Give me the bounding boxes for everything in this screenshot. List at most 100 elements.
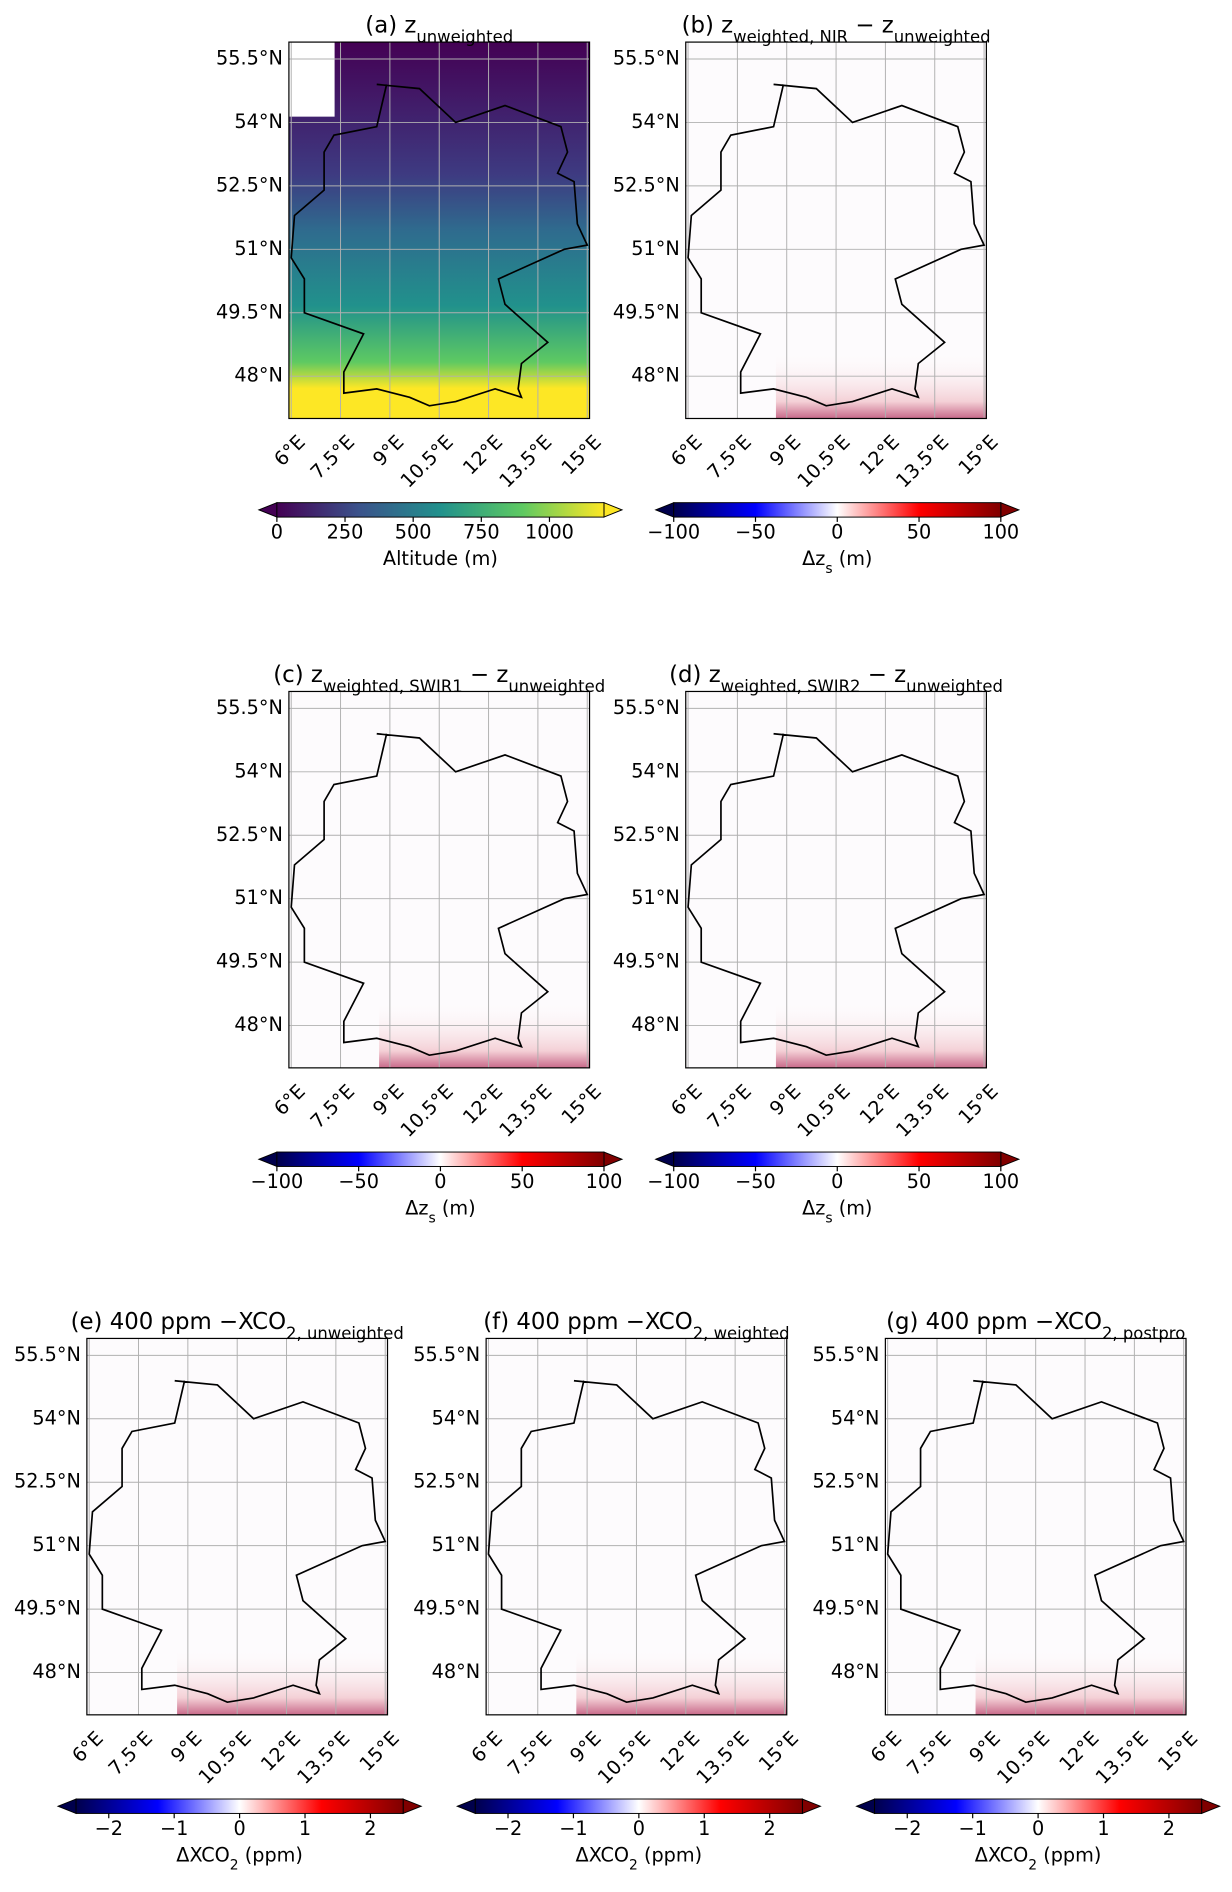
colorbar-label-part: s (825, 561, 832, 577)
lat-tick-label: 48°N (32, 1660, 80, 1683)
panel-title-part: weighted, NIR (733, 27, 848, 46)
alps-signal (576, 1647, 787, 1715)
panel-title: (f) 400 ppm −XCO2, weighted (483, 1309, 789, 1343)
colorbar (75, 1798, 404, 1814)
colorbar-tick-label: −100 (250, 1170, 303, 1193)
panel-title-part: (f) 400 ppm −XCO (483, 1309, 692, 1335)
lat-tick-label: 51°N (234, 886, 282, 909)
lon-tick-label: 7.5°E (902, 1727, 955, 1780)
colorbar-tick-label: −2 (494, 1817, 522, 1840)
lat-tick-label: 48°N (631, 364, 679, 387)
panel-title-part: 2, postpro (1102, 1323, 1185, 1342)
panel-title-part: − z (861, 662, 907, 688)
colorbar-extend (257, 501, 278, 518)
lat-tick-label: 51°N (631, 886, 679, 909)
colorbar-tick-label: 100 (982, 521, 1019, 544)
colorbar-tick-label: 1000 (525, 521, 574, 544)
panel-title-part: unweighted (906, 676, 1003, 695)
colorbar-extend (654, 1151, 675, 1168)
colorbar (673, 1151, 1002, 1167)
colorbar-label: ΔXCO2 (ppm) (975, 1844, 1102, 1874)
colorbar-tick-label: 1 (1097, 1817, 1109, 1840)
lon-tick-label: 6°E (666, 430, 706, 470)
colorbar-label: ΔXCO2 (ppm) (176, 1844, 303, 1874)
lon-tick-label: 7.5°E (104, 1727, 157, 1780)
lat-tick-label: 51°N (432, 1533, 480, 1556)
country-border (687, 83, 986, 407)
colorbar-label-part: ΔXCO (176, 1844, 230, 1867)
country-border (487, 1379, 786, 1704)
panel-title-part: (d) z (669, 662, 721, 688)
lat-tick-label: 52.5°N (613, 823, 680, 846)
colorbar-label-part: (ppm) (638, 1844, 702, 1867)
colorbar-tick-label: −1 (559, 1817, 587, 1840)
map-frame (288, 41, 591, 420)
lat-tick-label: 55.5°N (216, 696, 283, 719)
panel-title: (e) 400 ppm −XCO2, unweighted (71, 1309, 404, 1343)
map-panel: 6°E7.5°E 9°E10.5°E 12°E13.5°E 15°E48°N49.5°… (14, 1309, 423, 1874)
colorbar-label-part: Δz (802, 1197, 825, 1220)
colorbar (673, 502, 1002, 518)
panel-title-part: unweighted (508, 676, 605, 695)
colorbar-extend (654, 501, 675, 518)
panel-title-part: (g) 400 ppm −XCO (886, 1309, 1102, 1335)
colorbar-tick-label: −50 (338, 1170, 379, 1193)
colorbar-tick-label: 0 (271, 521, 283, 544)
country-border (88, 1379, 387, 1704)
lon-tick-label: 7.5°E (703, 430, 756, 483)
alps-signal (177, 1647, 388, 1715)
panel-title-part: − z (848, 12, 894, 38)
colorbar (474, 1798, 803, 1814)
colorbar-extend (855, 1798, 876, 1815)
panel-title: (c) zweighted, SWIR1 − zunweighted (273, 662, 605, 696)
colorbar-tick-label: 50 (907, 1170, 931, 1193)
colorbar-tick-label: 1 (698, 1817, 710, 1840)
lon-tick-label: 13.5°E (1091, 1727, 1153, 1789)
lon-tick-label: 10.5°E (793, 1080, 855, 1142)
map-frame (485, 1337, 788, 1716)
lon-tick-label: 15°E (954, 1080, 1003, 1129)
lon-tick-label: 9°E (765, 430, 805, 470)
map-panel: 6°E7.5°E 9°E10.5°E 12°E13.5°E 15°E48°N49.5°… (613, 12, 1021, 577)
colorbar-tick-label: 2 (364, 1817, 376, 1840)
colorbar-label-part: Δz (405, 1197, 428, 1220)
lat-tick-label: 52.5°N (216, 173, 283, 196)
colorbar-label-part: 2 (629, 1858, 638, 1874)
colorbar-tick-label: 100 (586, 1170, 623, 1193)
lat-tick-label: 48°N (234, 1013, 282, 1036)
panel-title-part: weighted, SWIR1 (323, 676, 463, 695)
panel-title-part: 2, unweighted (286, 1323, 404, 1342)
lat-tick-label: 51°N (234, 237, 282, 260)
map-frame (685, 41, 987, 420)
panel-title-part: (e) 400 ppm −XCO (71, 1309, 286, 1335)
panel-title-part: unweighted (416, 27, 513, 46)
colorbar-tick-label: −2 (893, 1817, 921, 1840)
lat-tick-label: 51°N (831, 1533, 879, 1556)
lat-tick-label: 49.5°N (613, 950, 680, 973)
colorbar-extend (56, 1798, 77, 1815)
colorbar-label: Δzs (m) (802, 1197, 872, 1227)
map-panel: 6°E7.5°E 9°E10.5°E 12°E13.5°E 15°E48°N49.5°… (216, 12, 624, 570)
panel-title: (d) zweighted, SWIR2 − zunweighted (669, 662, 1003, 696)
lon-tick-label: 13.5°E (494, 430, 556, 492)
alps-signal (975, 1647, 1187, 1715)
lon-tick-label: 13.5°E (292, 1727, 354, 1789)
colorbar-label: Δzs (m) (405, 1197, 475, 1227)
panel-title: (g) 400 ppm −XCO2, postpro (886, 1309, 1185, 1343)
colorbar-tick-label: −100 (647, 521, 700, 544)
lat-tick-label: 48°N (831, 1660, 879, 1683)
lat-tick-label: 52.5°N (14, 1470, 81, 1493)
colorbar-extend (1000, 1151, 1021, 1168)
lon-tick-label: 10.5°E (396, 1080, 458, 1142)
map-panel: 6°E7.5°E 9°E10.5°E 12°E13.5°E 15°E48°N49.5°… (613, 662, 1021, 1227)
lon-tick-label: 9°E (166, 1727, 206, 1767)
colorbar-label-part: s (429, 1211, 436, 1227)
lon-tick-label: 6°E (269, 1080, 309, 1120)
lon-tick-label: 10.5°E (396, 430, 458, 492)
colorbar-tick-label: 500 (395, 521, 432, 544)
colorbar-label-part: s (825, 1211, 832, 1227)
colorbar-tick-label: 1 (299, 1817, 311, 1840)
lat-tick-label: 49.5°N (216, 950, 283, 973)
